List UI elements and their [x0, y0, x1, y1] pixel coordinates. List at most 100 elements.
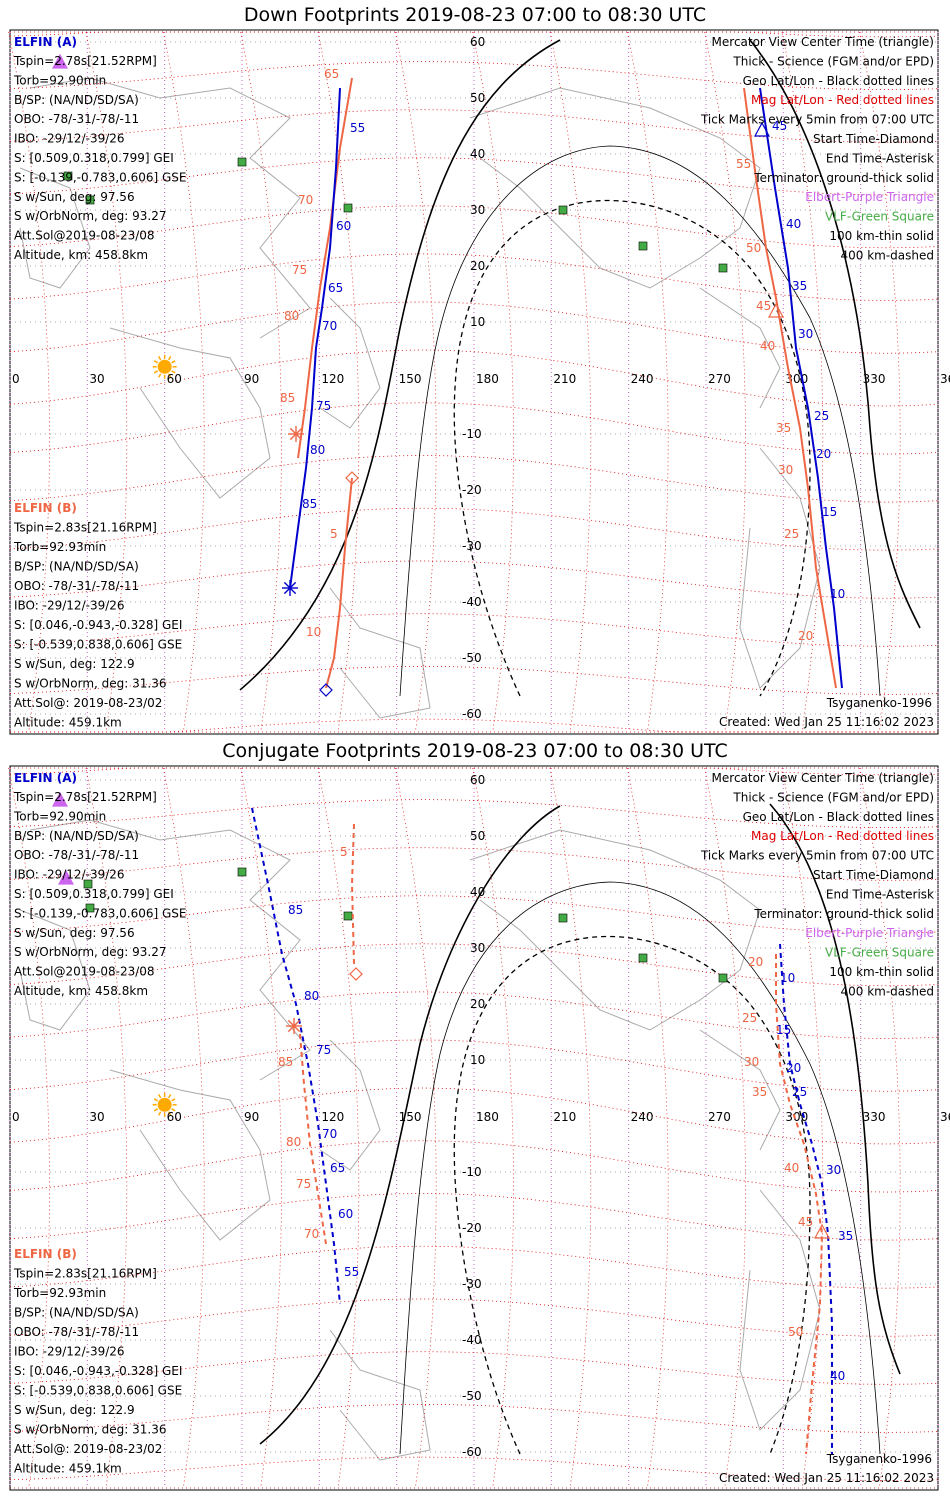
y-tick-label: 20: [470, 997, 485, 1011]
y-tick-label: -10: [462, 1165, 482, 1179]
legend-entry: Terminator: ground-thick solid: [753, 907, 934, 921]
elfin-a-info: S: [0.509,0.318,0.799] GEI: [14, 151, 174, 165]
coastline: [109, 327, 271, 499]
legend-entry: 400 km-dashed: [840, 984, 934, 998]
down-footprints-map: 0306090120150180210240270300330360706050…: [8, 29, 950, 735]
sun-ray: [158, 356, 162, 361]
elfin-a-info: S w/Sun, deg: 97.56: [14, 926, 135, 940]
legend-entry: VLF-Green Square: [825, 946, 934, 960]
vlf-square: [237, 867, 247, 877]
coastline: [699, 287, 781, 409]
elfin-b-track-tick-label: 30: [778, 463, 793, 477]
elfin-b-info: OBO: -78/-31/-78/-11: [14, 579, 139, 593]
elfin-b-info: S w/Sun, deg: 122.9: [14, 1403, 135, 1417]
center-time-triangle: [753, 121, 771, 137]
elfin-a-track-tick-label: 60: [336, 219, 351, 233]
y-tick-label: 30: [470, 203, 485, 217]
x-tick-label: 210: [553, 1110, 576, 1124]
mag-meridian: [858, 31, 901, 733]
end-asterisk: [289, 427, 303, 441]
elfin-a-info: Tspin=2.78s[21.52RPM]: [13, 54, 157, 68]
elfin-a-track: [289, 87, 341, 589]
elfin-a-track: [759, 87, 843, 689]
legend-entry: Mag Lat/Lon - Red dotted lines: [751, 93, 934, 107]
coastline: [329, 587, 431, 719]
center-time-triangle: [767, 302, 785, 318]
elfin-a-track-tick-label: 85: [288, 903, 303, 917]
mag-meridian: [162, 31, 205, 733]
mag-parallel: [9, 1039, 939, 1092]
mag-parallel: [9, 613, 939, 647]
elfin-b-info: S w/Sun, deg: 122.9: [14, 657, 135, 671]
elfin-a-track-tick-label: 25: [792, 1085, 807, 1099]
mag-meridian: [394, 31, 437, 733]
sun-ray: [171, 1108, 176, 1112]
elfin-a-track-tick-label: 75: [316, 1043, 331, 1057]
mag-meridian: [472, 767, 514, 1489]
x-tick-label: 240: [631, 372, 654, 386]
elfin-a-track-tick-label: 80: [304, 989, 319, 1003]
elfin-b-info: Att.Sol@: 2019-08-23/02: [14, 1442, 162, 1456]
elfin-a-track-tick-label: 10: [780, 971, 795, 985]
elfin-b-info: Att.Sol@: 2019-08-23/02: [14, 696, 162, 710]
x-tick-label: 330: [863, 1110, 886, 1124]
y-tick-label: 10: [470, 315, 485, 329]
down-footprints-title: Down Footprints 2019-08-23 07:00 to 08:3…: [243, 4, 707, 26]
elfin-a-track-tick-label: 30: [798, 327, 813, 341]
x-tick-label: 0: [12, 372, 20, 386]
elfin-a-track-tick-label: 10: [830, 587, 845, 601]
y-tick-label: 50: [470, 829, 485, 843]
sun-icon: [157, 1097, 172, 1112]
legend-entry: VLF-Green Square: [825, 210, 934, 224]
elfin-b-track-tick-label: 85: [280, 391, 295, 405]
elfin-a-track-tick-label: 65: [330, 1161, 345, 1175]
mag-meridian: [472, 31, 514, 733]
y-tick-label: -30: [462, 539, 482, 553]
x-tick-label: 60: [167, 1110, 182, 1124]
elfin-a-info: Att.Sol@2019-08-23/08: [14, 229, 155, 243]
mag-parallel: [9, 560, 939, 599]
elfin-b-track-tick-label: 75: [292, 263, 307, 277]
legend-entry: 400 km-dashed: [840, 248, 934, 262]
mag-parallel: [9, 1298, 939, 1337]
y-tick-label: -40: [462, 1333, 482, 1347]
mag-parallel: [9, 1351, 939, 1385]
elfin-a-info: S: [-0.139,-0.783,0.606] GSE: [14, 170, 187, 184]
elfin-a-info: Altitude, km: 458.8km: [14, 248, 148, 262]
terminator-ground: [769, 803, 901, 1375]
sun-ray: [158, 373, 162, 378]
elfin-b-track-tick-label: 5: [330, 527, 338, 541]
x-tick-label: 120: [321, 372, 344, 386]
sun-ray: [153, 1108, 159, 1112]
elfin-b-track-tick-label: 35: [752, 1085, 767, 1099]
coastline: [19, 909, 91, 1031]
y-tick-label: 30: [470, 941, 485, 955]
model-label: Tsyganenko-1996: [826, 1452, 932, 1466]
y-tick-label: -50: [462, 1389, 482, 1403]
elfin-a-info: S w/OrbNorm, deg: 93.27: [14, 209, 166, 223]
elfin-b-info: Tspin=2.83s[21.16RPM]: [13, 521, 157, 535]
elfin-a-info: Att.Sol@2019-08-23/08: [14, 965, 155, 979]
elfin-a-track-tick-label: 70: [322, 319, 337, 333]
elfin-a-info: B/SP: (NA/ND/SD/SA): [14, 829, 139, 843]
y-tick-label: -60: [462, 1445, 482, 1459]
center-time-triangle: [813, 1223, 831, 1239]
elfin-a-track-tick-label: 20: [816, 447, 831, 461]
elfin-a-track-tick-label: 35: [792, 279, 807, 293]
vlf-square: [85, 195, 95, 205]
start-diamond: [349, 967, 363, 981]
mag-meridian: [626, 31, 669, 733]
elfin-b-track-tick-label: 20: [748, 955, 763, 969]
elfin-a-info: S: [-0.139,-0.783,0.606] GSE: [14, 906, 187, 920]
x-tick-label: 360: [940, 372, 950, 386]
legend-entry: Tick Marks every 5min from 07:00 UTC: [700, 113, 934, 127]
start-diamond: [345, 471, 359, 485]
created-label: Created: Wed Jan 25 11:16:02 2023: [719, 715, 934, 729]
legend-entry: Thick - Science (FGM and/or EPD): [732, 54, 934, 68]
x-tick-label: 330: [863, 372, 886, 386]
mag-parallel: [9, 1087, 939, 1145]
mag-meridian: [8, 767, 50, 1489]
mag-parallel: [9, 895, 939, 934]
elfin-a-track-tick-label: 20: [786, 1061, 801, 1075]
center-time-triangle: [57, 869, 75, 885]
